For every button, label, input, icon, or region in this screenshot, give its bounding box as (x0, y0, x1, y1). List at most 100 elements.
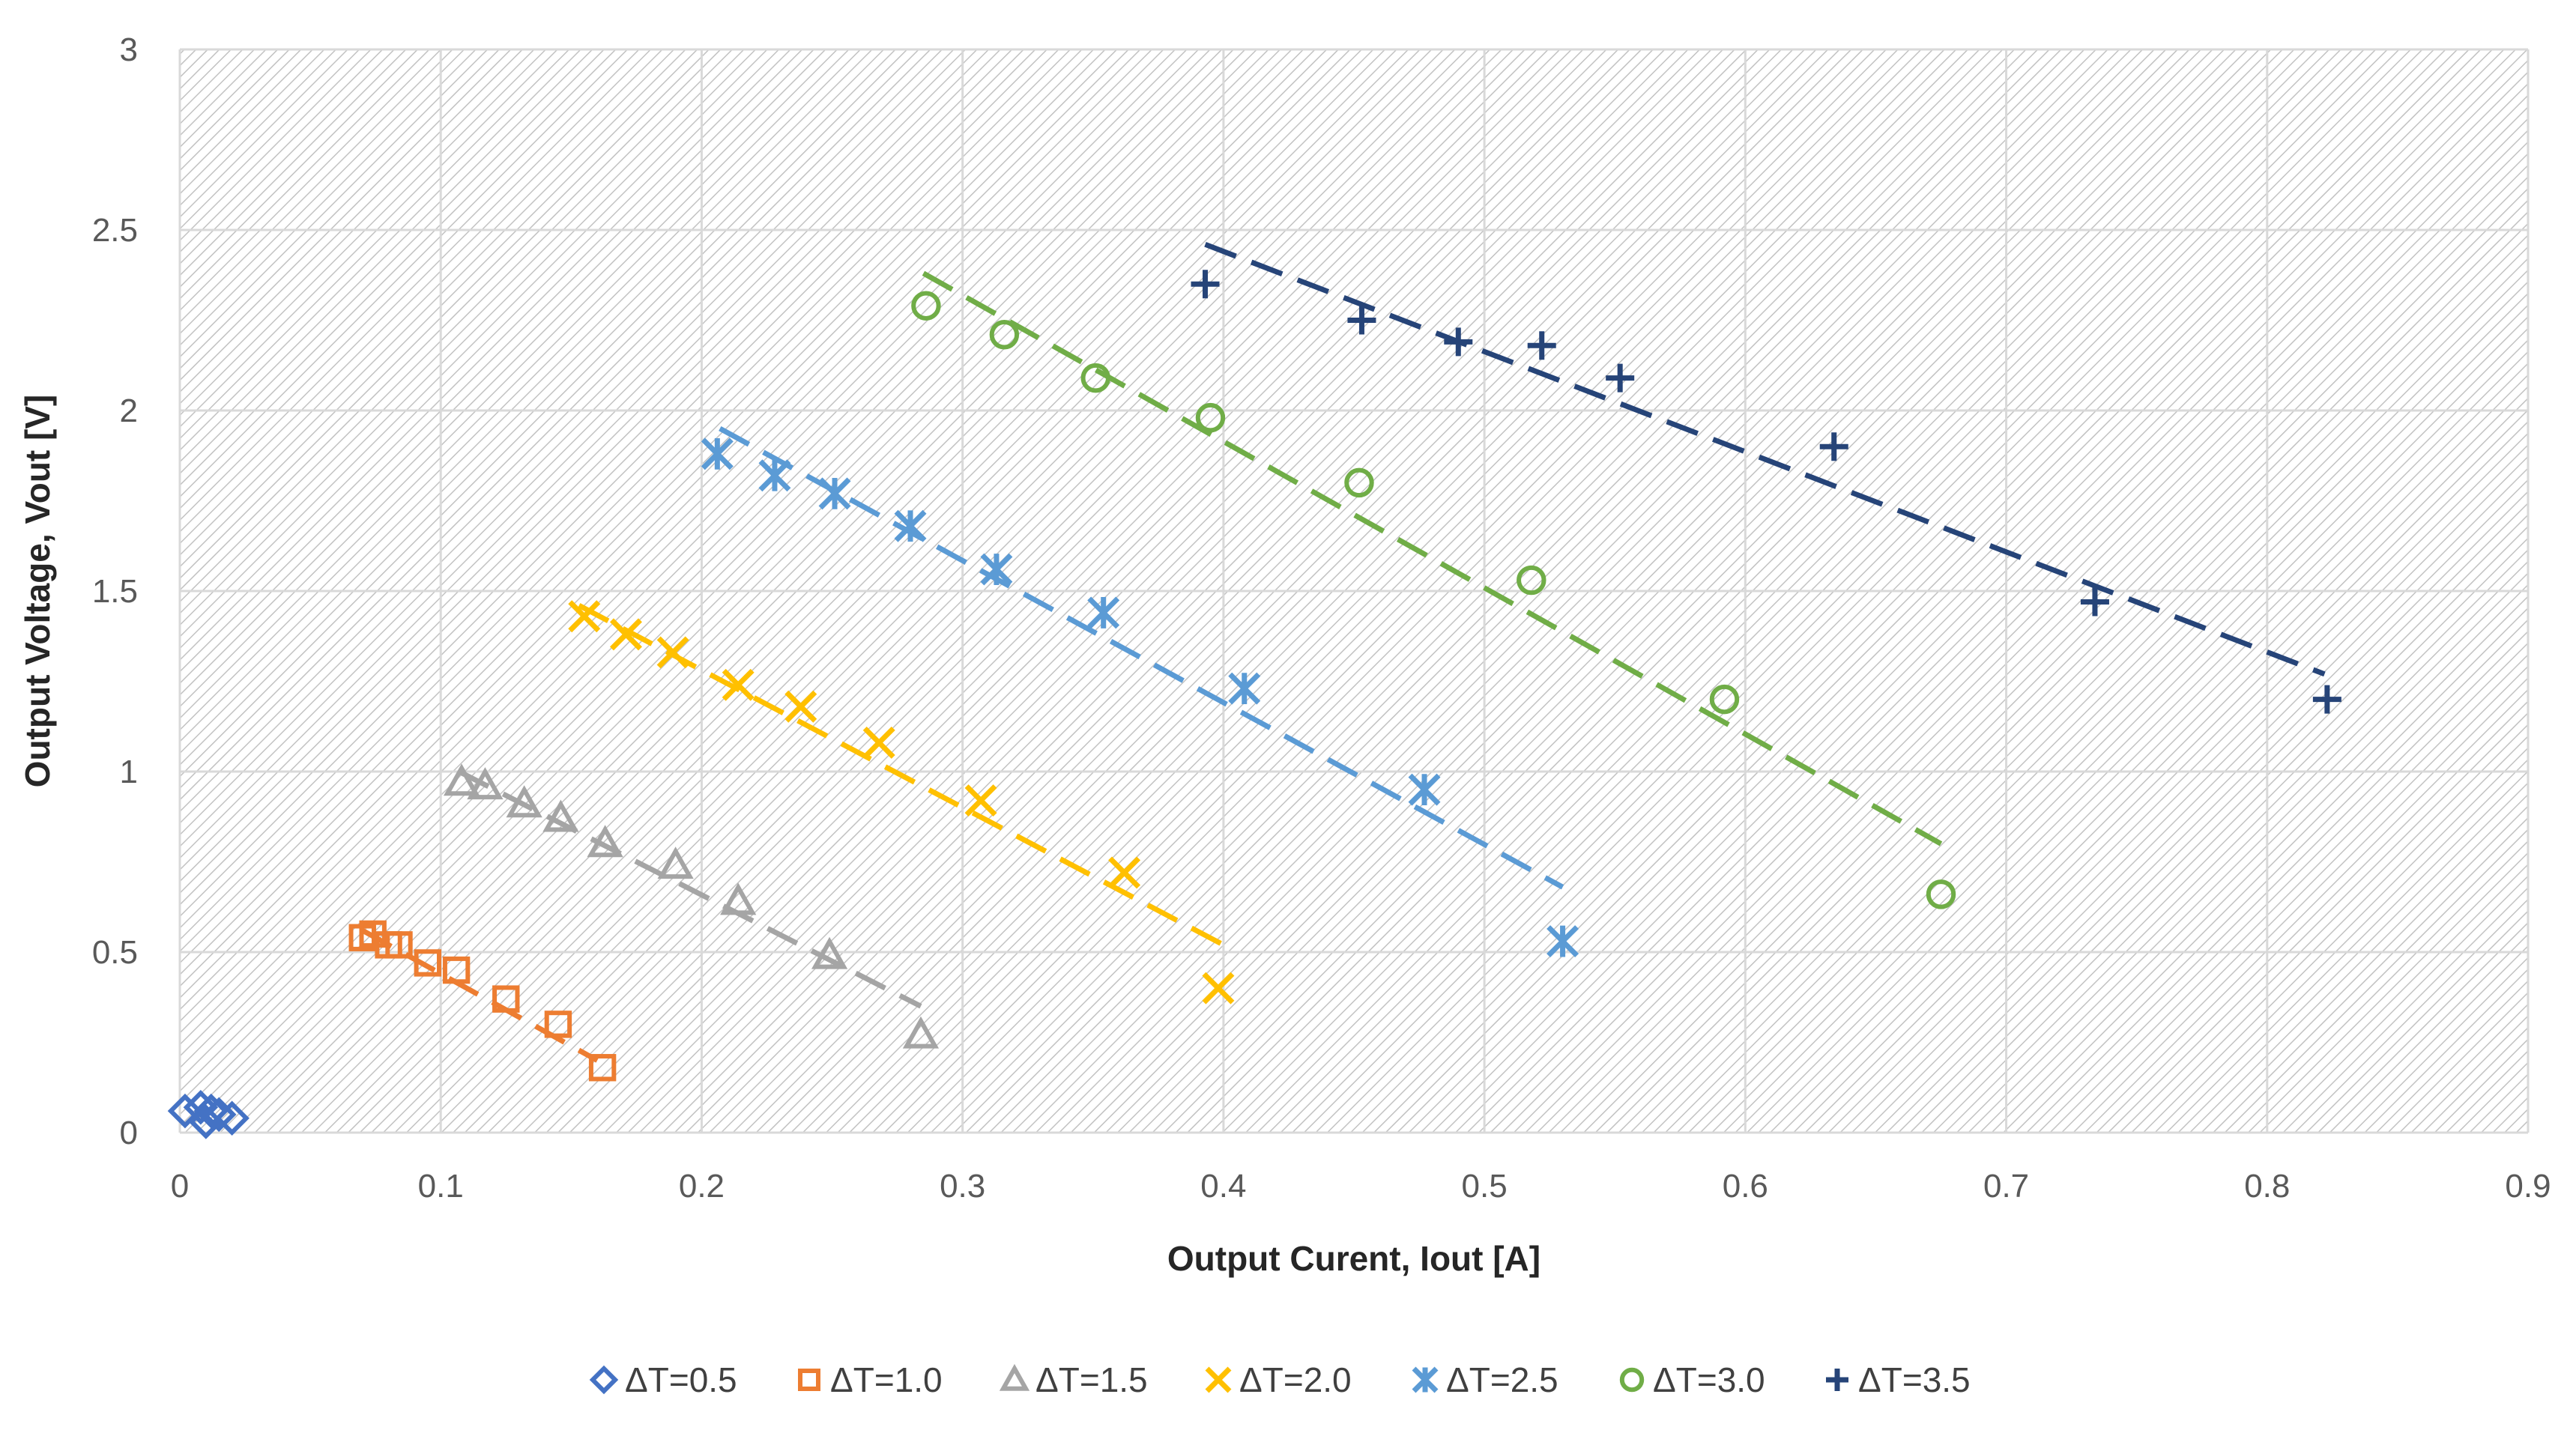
x-tick-label: 0.9 (2505, 1168, 2551, 1205)
trendline (578, 603, 1225, 948)
x-tick-label: 0.3 (940, 1168, 985, 1205)
data-point (183, 1090, 219, 1125)
legend-label: ΔT=0.5 (625, 1360, 737, 1399)
data-point (544, 1011, 572, 1038)
x-tick-label: 0.2 (679, 1168, 725, 1205)
trendline (1204, 242, 2326, 677)
trendline (719, 426, 1564, 890)
data-point (1709, 684, 1740, 715)
data-point (1191, 270, 1220, 299)
trendline (922, 270, 1943, 846)
data-point (443, 763, 480, 796)
data-point (1527, 331, 1556, 360)
data-point (2312, 685, 2341, 714)
data-point (818, 477, 851, 510)
data-point (467, 767, 504, 800)
legend-item: ΔT=1.0 (798, 1360, 943, 1399)
data-point (1444, 327, 1473, 357)
legend: ΔT=0.5 ΔT=1.0 ΔT=1.5 ΔT=2.0 ΔT=2.5 ΔT=3.0 ΔT=3… (589, 1360, 1971, 1399)
data-markers (167, 270, 2341, 1139)
data-point (656, 636, 689, 669)
y-axis-ticks: 0 0.5 1 1.5 2 2.5 3 (92, 31, 138, 1151)
y-tick-label: 0 (120, 1115, 138, 1151)
x-tick-label: 0.6 (1723, 1168, 1768, 1205)
data-point (1202, 972, 1235, 1005)
legend-item: ΔT=2.0 (1205, 1360, 1352, 1399)
legend-label: ΔT=3.0 (1653, 1360, 1765, 1399)
data-point (784, 690, 817, 723)
gridlines (178, 48, 2530, 1134)
data-point (1228, 672, 1261, 705)
data-point (720, 882, 757, 915)
legend-label: ΔT=2.0 (1239, 1360, 1352, 1399)
data-point (492, 985, 520, 1013)
data-point (188, 1104, 224, 1139)
y-tick-label: 1 (120, 754, 138, 790)
legend-marker (1205, 1366, 1232, 1393)
legend-marker (798, 1369, 820, 1391)
y-tick-label: 1.5 (92, 573, 138, 610)
data-point (894, 509, 927, 542)
data-point (1108, 856, 1141, 889)
data-point (902, 1016, 940, 1049)
data-point (964, 784, 997, 817)
data-point (862, 726, 895, 759)
x-tick-label: 0.5 (1462, 1168, 1508, 1205)
legend-label: ΔT=1.5 (1035, 1360, 1148, 1399)
trendline (458, 769, 922, 1009)
data-point (1606, 363, 1635, 393)
legend-marker (1412, 1366, 1439, 1393)
data-point (587, 825, 623, 858)
x-tick-label: 0 (171, 1168, 189, 1205)
data-point (542, 799, 579, 832)
data-point (1087, 596, 1120, 629)
data-point (414, 949, 442, 977)
y-tick-label: 0.5 (92, 934, 138, 971)
legend-item: ΔT=3.5 (1826, 1360, 1971, 1399)
trendlines (361, 242, 2326, 1063)
legend-item: ΔT=1.5 (999, 1360, 1148, 1399)
data-point (609, 618, 642, 651)
legend-label: ΔT=2.5 (1446, 1360, 1558, 1399)
data-point (722, 668, 755, 701)
legend-label: ΔT=1.0 (830, 1360, 943, 1399)
x-tick-label: 0.1 (418, 1168, 464, 1205)
legend-marker (999, 1363, 1030, 1391)
legend-label: ΔT=3.5 (1858, 1360, 1971, 1399)
data-point (442, 956, 471, 984)
data-point (506, 785, 542, 818)
legend-item: ΔT=2.5 (1412, 1360, 1558, 1399)
data-point (2080, 587, 2109, 616)
data-point (701, 437, 734, 470)
data-point (193, 1093, 229, 1129)
data-point (1926, 879, 1956, 909)
y-tick-label: 2.5 (92, 212, 138, 249)
data-point (758, 459, 791, 492)
data-point (385, 931, 413, 959)
data-point (980, 553, 1013, 586)
data-point (214, 1100, 250, 1136)
trendline (361, 928, 599, 1063)
data-point (1546, 925, 1579, 958)
x-tick-label: 0.7 (1983, 1168, 2029, 1205)
data-point (1347, 306, 1376, 335)
data-point (588, 1054, 617, 1082)
x-tick-label: 0.4 (1200, 1168, 1246, 1205)
data-point (568, 600, 601, 633)
data-point (657, 846, 694, 879)
y-tick-label: 2 (120, 393, 138, 429)
x-tick-label: 0.8 (2244, 1168, 2290, 1205)
data-point (1344, 467, 1374, 498)
data-point (911, 291, 941, 321)
y-axis-title: Output Voltage, Vout [V] (18, 395, 57, 788)
legend-item: ΔT=3.0 (1619, 1360, 1765, 1399)
legend-marker (589, 1365, 619, 1395)
legend-marker (1619, 1367, 1645, 1393)
legend-marker (1826, 1369, 1848, 1391)
y-tick-label: 3 (120, 31, 138, 68)
data-point (811, 936, 848, 969)
data-point (1819, 432, 1848, 461)
data-point (1195, 402, 1226, 433)
data-point (167, 1093, 203, 1129)
